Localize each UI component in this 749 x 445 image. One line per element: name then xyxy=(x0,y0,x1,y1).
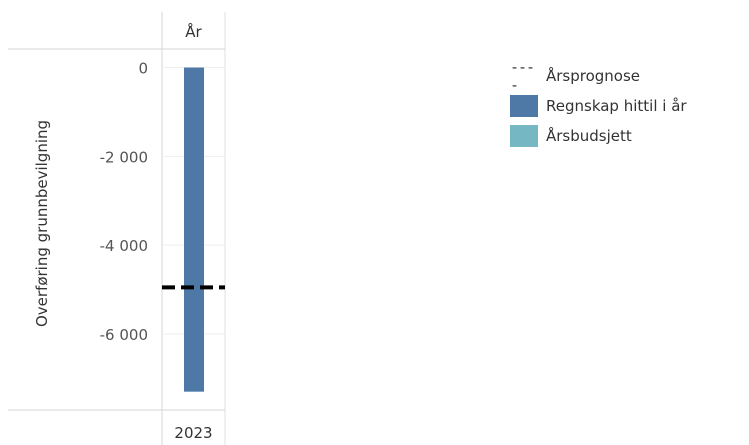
y-tick-label: 0 xyxy=(138,60,148,78)
chart-frame xyxy=(8,12,226,445)
legend-item-actuals[interactable]: Regnskap hittil i år xyxy=(510,92,687,120)
dashed-line-icon: ---- xyxy=(510,58,535,94)
x-category-label: 2023 xyxy=(174,424,212,442)
legend-label-forecast: Årsprognose xyxy=(546,67,641,85)
bars xyxy=(184,67,204,392)
column-header: År xyxy=(185,22,202,41)
y-axis-title: Overføring grunnbevilgning xyxy=(33,120,51,327)
legend-item-budget[interactable]: Årsbudsjett xyxy=(510,122,687,150)
y-tick-label: -2 000 xyxy=(100,148,148,166)
color-swatch-icon xyxy=(510,125,538,147)
y-tick-label: -6 000 xyxy=(100,326,148,344)
legend: ---- Årsprognose Regnskap hittil i år År… xyxy=(510,58,687,152)
axis-labels: 0 -2 000 -4 000 -6 000 Overføring grunnbevil… xyxy=(33,22,213,442)
bar-regnskap-hittil-i-år xyxy=(184,67,204,392)
legend-label-budget: Årsbudsjett xyxy=(546,127,632,145)
y-tick-label: -4 000 xyxy=(100,237,148,255)
color-swatch-icon xyxy=(510,95,538,117)
legend-item-forecast[interactable]: ---- Årsprognose xyxy=(510,58,687,94)
legend-label-actuals: Regnskap hittil i år xyxy=(546,97,687,115)
